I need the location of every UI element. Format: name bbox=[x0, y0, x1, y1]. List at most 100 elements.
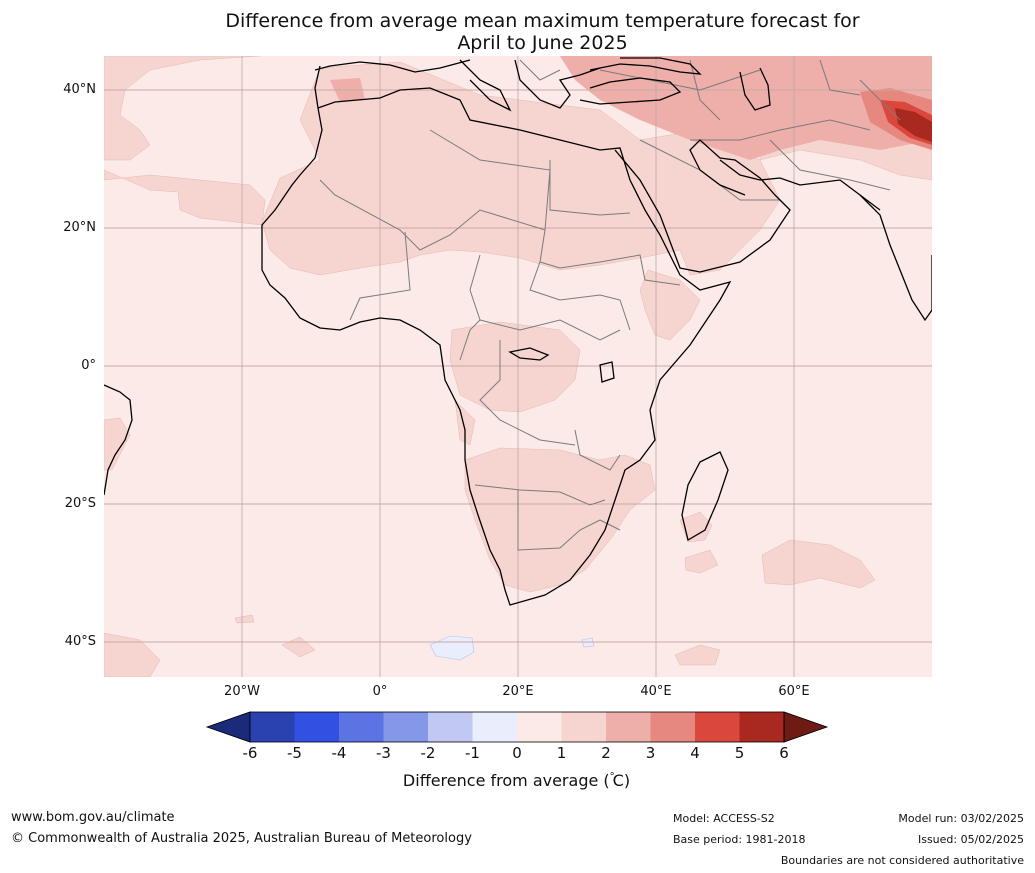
colorbar-tick-label: -5 bbox=[287, 744, 302, 762]
south-america-coastline bbox=[104, 384, 133, 496]
map-area bbox=[104, 56, 932, 677]
footer-website: www.bom.gov.au/climate bbox=[11, 810, 175, 825]
west-edge-warm-patch bbox=[104, 417, 131, 471]
map-title-line2: April to June 2025 bbox=[457, 32, 628, 54]
west-atlantic-warm-area bbox=[104, 169, 266, 226]
colorbar-swatch bbox=[739, 712, 784, 742]
south-west-corner-warm-area bbox=[104, 632, 161, 677]
lon-label-60e: 60°E bbox=[778, 684, 810, 699]
colorbar-swatch bbox=[561, 712, 606, 742]
balkans-coastline bbox=[514, 59, 601, 109]
border-line bbox=[529, 261, 631, 331]
lat-label-20s: 20°S bbox=[64, 496, 96, 511]
border-line bbox=[479, 340, 576, 446]
colorbar-label-degree: ° bbox=[609, 771, 615, 783]
central-africa-warm-area bbox=[449, 321, 581, 413]
sri-lanka-coastline bbox=[599, 361, 615, 383]
colorbar-tick-label: 2 bbox=[601, 744, 611, 762]
border-line bbox=[549, 160, 631, 216]
colorbar-label-unit: C) bbox=[612, 771, 631, 790]
footer-model-run: Model run: 03/02/2025 bbox=[898, 812, 1024, 825]
middle-east-warm-area bbox=[560, 56, 932, 160]
colorbar-swatch bbox=[294, 712, 339, 742]
lat-label-40s: 40°S bbox=[64, 634, 96, 649]
colorbar-label: Difference from average (°C) bbox=[0, 771, 1035, 790]
sahara-warm-area bbox=[261, 61, 781, 276]
persian-gulf-coastline bbox=[719, 159, 881, 211]
colorbar-tick-label: 6 bbox=[779, 744, 789, 762]
north-atlantic-warm-area bbox=[104, 56, 261, 161]
himalaya-hot-area-5-6 bbox=[895, 108, 932, 142]
southern-africa-warm-area bbox=[464, 447, 656, 593]
lon-label-40e: 40°E bbox=[640, 684, 672, 699]
madagascar-warm-area bbox=[679, 511, 713, 543]
colorbar-swatch bbox=[250, 712, 295, 742]
footer-base-period: Base period: 1981-2018 bbox=[673, 833, 806, 846]
europe-coastline bbox=[314, 59, 471, 73]
footer-issued: Issued: 05/02/2025 bbox=[917, 833, 1024, 846]
arabia-coastline bbox=[614, 139, 791, 273]
colorbar-frame bbox=[249, 711, 785, 743]
italy-coastline bbox=[459, 59, 512, 112]
lat-label-40n: 40°N bbox=[63, 82, 96, 97]
south-indian-ocean-warm-area bbox=[684, 549, 719, 574]
lon-label-20e: 20°E bbox=[502, 684, 534, 699]
horn-of-africa-warm-area bbox=[639, 269, 701, 341]
lon-label-0: 0° bbox=[372, 684, 388, 699]
border-line bbox=[819, 59, 861, 96]
colorbar-arrow-high bbox=[783, 711, 829, 743]
border-line bbox=[349, 231, 411, 321]
victoria-lake-coastline bbox=[508, 347, 550, 361]
colorbar-tick-label: 4 bbox=[690, 744, 700, 762]
anomaly-high-areas bbox=[860, 88, 932, 150]
border-line bbox=[599, 69, 761, 91]
border-line bbox=[859, 79, 901, 121]
colorbar-swatch bbox=[383, 712, 428, 742]
border-line bbox=[319, 129, 551, 251]
colorbar-swatch bbox=[650, 712, 695, 742]
colorbar-swatch bbox=[517, 712, 562, 742]
border-line bbox=[690, 119, 871, 141]
colorbar-tick-label: 5 bbox=[734, 744, 745, 762]
colorbar-arrow-low bbox=[205, 711, 251, 743]
border-line bbox=[479, 319, 621, 341]
colorbar-tick-label: -6 bbox=[242, 744, 258, 762]
colorbar-tick-label: 3 bbox=[645, 744, 656, 762]
madagascar-coastline bbox=[681, 451, 729, 542]
border-line bbox=[519, 59, 561, 81]
lon-label-20w: 20°W bbox=[224, 684, 260, 699]
colorbar-tick-label: -3 bbox=[376, 744, 391, 762]
graticule bbox=[104, 56, 932, 677]
colorbar-tick-label: -4 bbox=[331, 744, 347, 762]
border-line bbox=[574, 429, 621, 471]
map-title: Difference from average mean maximum tem… bbox=[0, 10, 1035, 54]
colorbar-swatch bbox=[695, 712, 740, 742]
lat-label-0: 0° bbox=[81, 358, 96, 373]
turkey-coastline bbox=[579, 77, 682, 105]
footer-copyright: © Commonwealth of Australia 2025, Austra… bbox=[11, 831, 472, 846]
map-title-line1: Difference from average mean maximum tem… bbox=[225, 10, 860, 32]
border-line bbox=[474, 484, 606, 506]
border-line bbox=[517, 490, 601, 551]
border-line bbox=[769, 139, 891, 191]
colorbar-swatch bbox=[606, 712, 651, 742]
india-coastline bbox=[859, 194, 932, 322]
south-east-ocean-warm-area bbox=[761, 539, 876, 589]
colorbar-swatch bbox=[339, 712, 384, 742]
colorbar-tick-label: -2 bbox=[420, 744, 436, 762]
africa-coastline bbox=[261, 65, 732, 606]
colorbar-swatch bbox=[472, 712, 517, 742]
south-east-corner-warm-patch bbox=[674, 644, 721, 666]
footer-model: Model: ACCESS-S2 bbox=[673, 812, 775, 825]
caspian-coastline bbox=[739, 67, 771, 111]
colorbar-swatch bbox=[428, 712, 473, 742]
small-warm-patch bbox=[234, 614, 255, 624]
lat-label-20n: 20°N bbox=[63, 220, 96, 235]
border-line bbox=[599, 519, 621, 531]
footer-disclaimer: Boundaries are not considered authoritat… bbox=[780, 854, 1024, 867]
colorbar-tick-label: 0 bbox=[512, 744, 522, 762]
black-sea-coastline bbox=[589, 57, 702, 75]
colorbar-label-text: Difference from average ( bbox=[402, 771, 610, 790]
